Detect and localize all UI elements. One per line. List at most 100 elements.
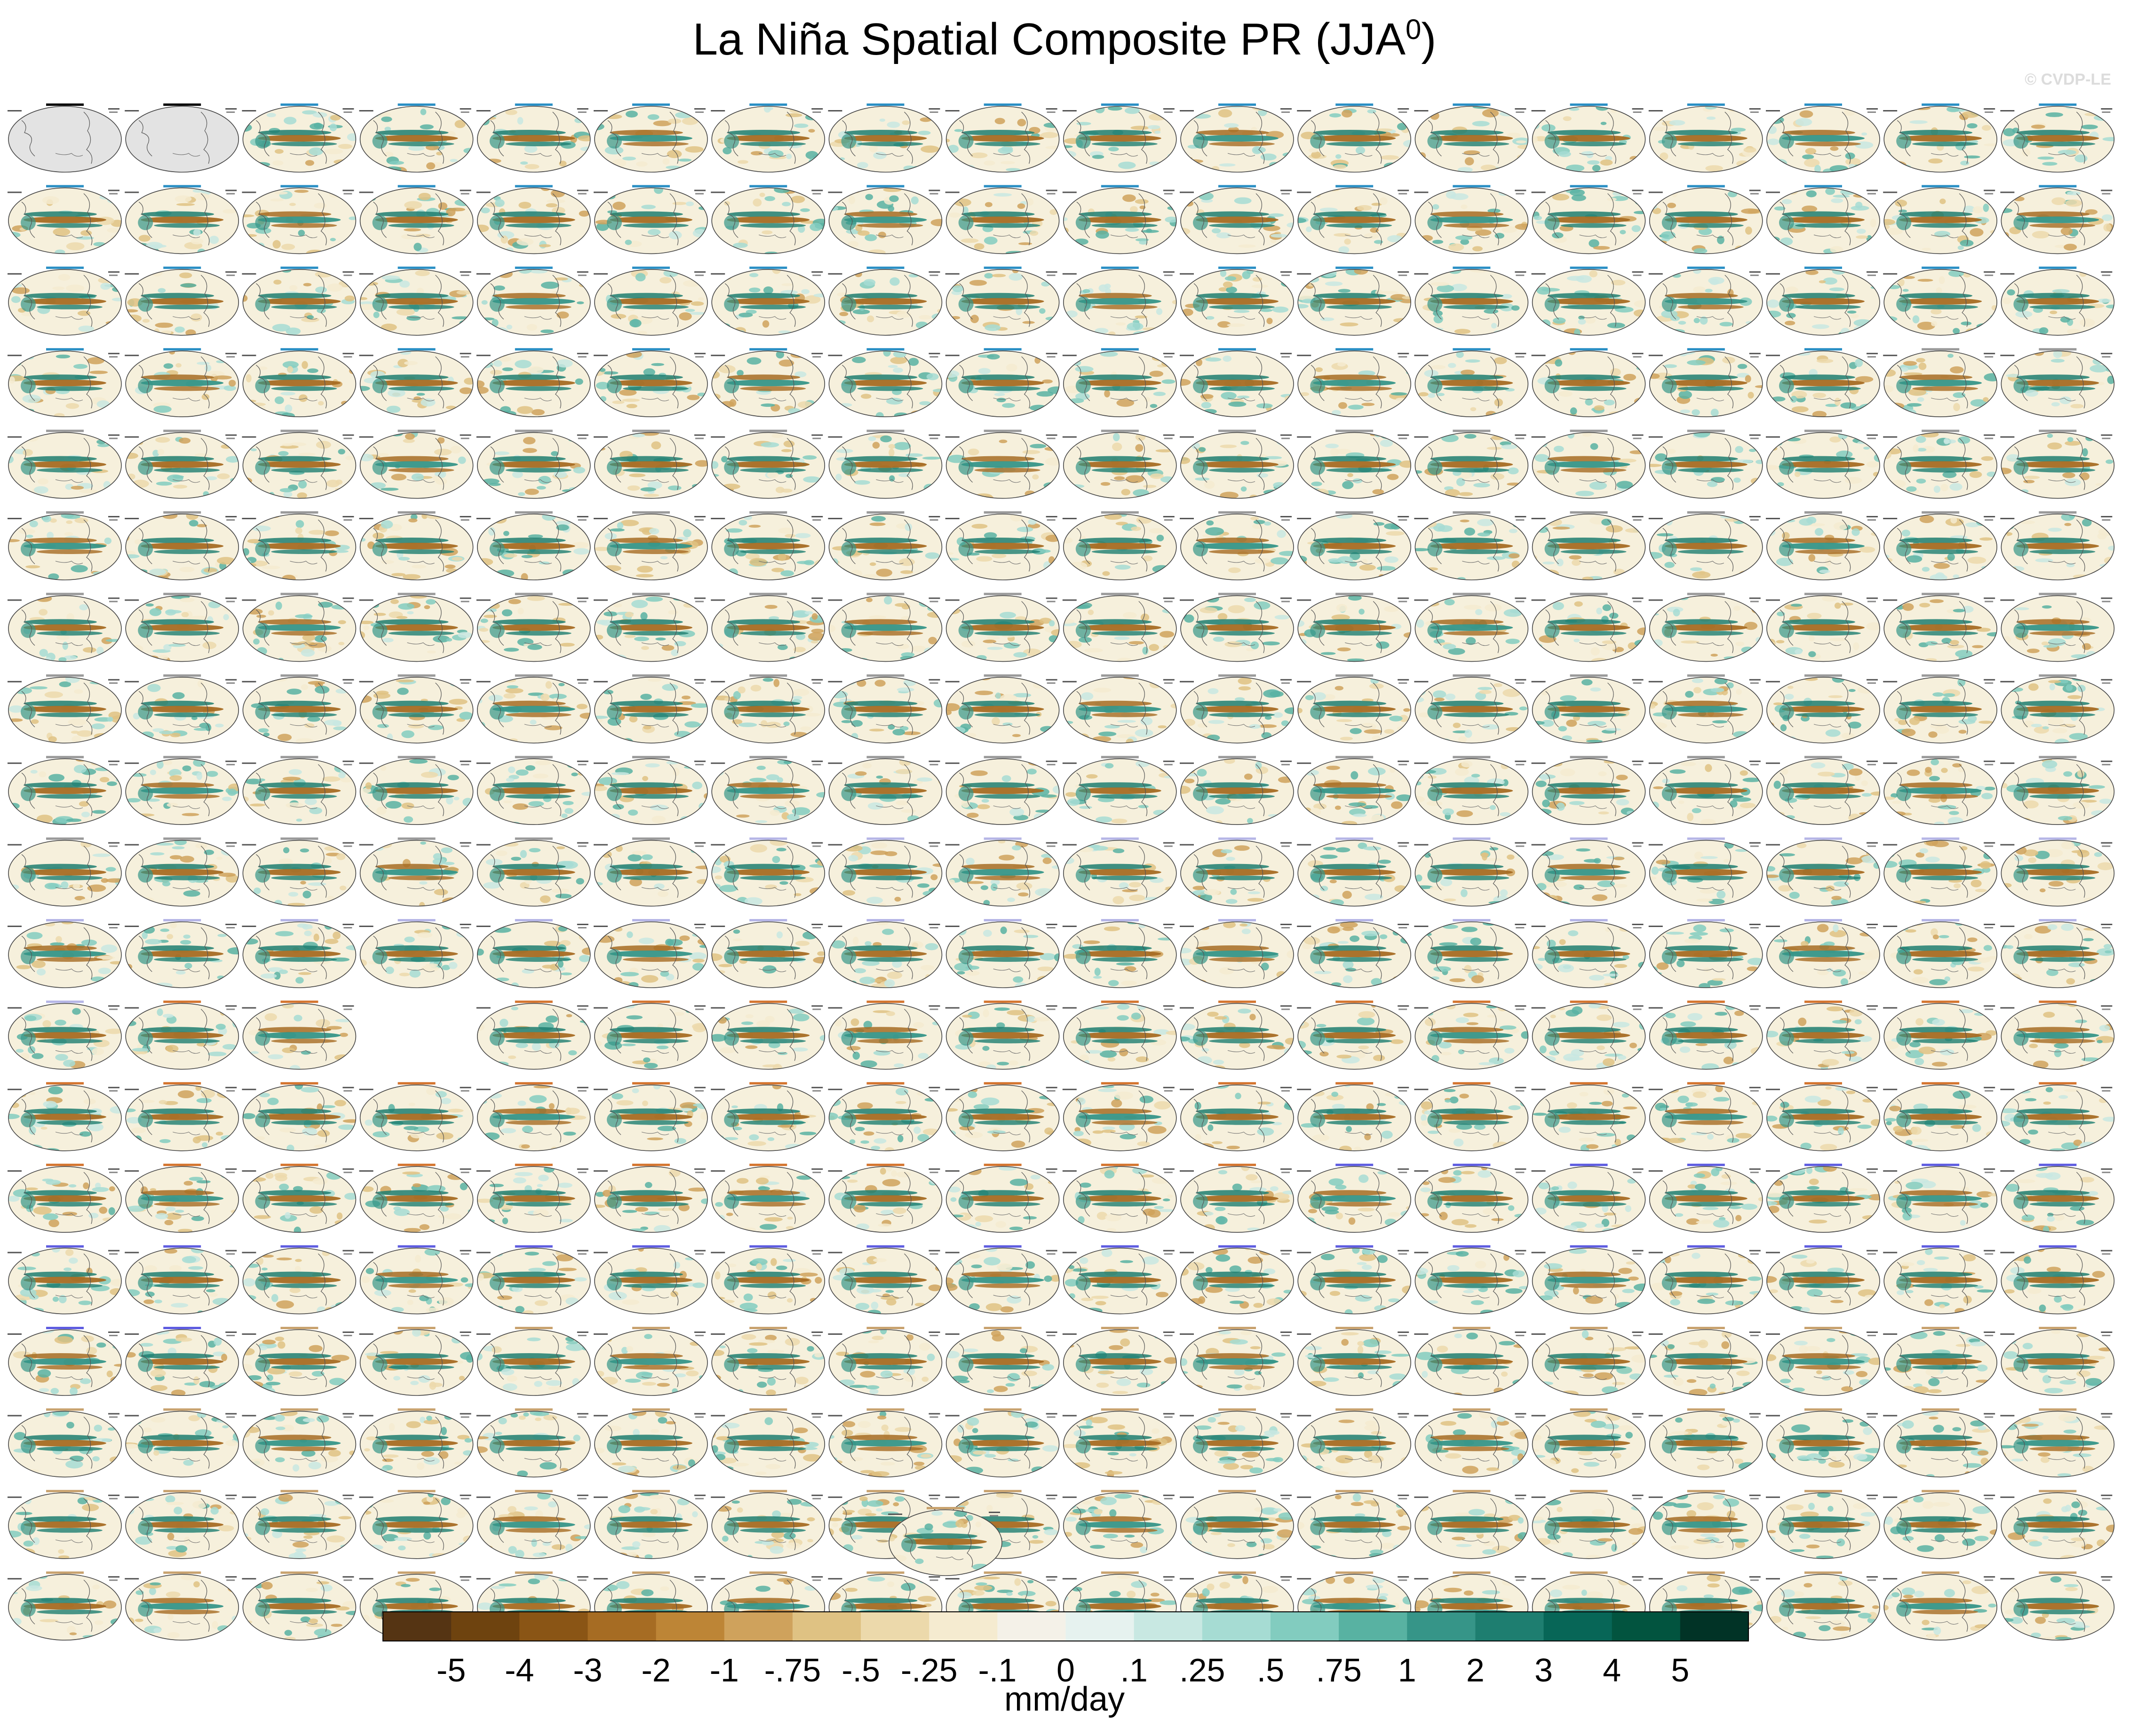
chart-title-close: ) bbox=[1421, 14, 1437, 64]
panel-years-mark bbox=[828, 518, 842, 519]
panel-years-mark bbox=[1414, 762, 1429, 764]
map-border bbox=[594, 677, 708, 744]
panel-years-mark bbox=[828, 762, 842, 764]
map-border bbox=[359, 840, 474, 907]
panel-stat-mark bbox=[929, 682, 938, 684]
panel-title-mark bbox=[163, 837, 201, 840]
map-border bbox=[1180, 840, 1294, 907]
panel-stat-mark bbox=[1633, 601, 1642, 602]
panel-title-mark bbox=[163, 429, 201, 432]
panel-years-mark bbox=[125, 273, 139, 275]
panel-title-mark bbox=[515, 756, 553, 759]
panel-stat-mark bbox=[929, 679, 940, 681]
map-border bbox=[1414, 432, 1529, 499]
panel-stat-mark bbox=[1515, 271, 1526, 273]
panel-years-mark bbox=[1062, 518, 1077, 519]
panel-years-mark bbox=[1297, 762, 1311, 764]
map-border bbox=[1414, 677, 1529, 744]
panel-stat-mark bbox=[1750, 845, 1759, 847]
panel-title-mark bbox=[632, 511, 670, 514]
panel-title-mark bbox=[1453, 674, 1491, 677]
panel-title-mark bbox=[46, 429, 84, 432]
map-border bbox=[1766, 187, 1880, 254]
panel-years-mark bbox=[1531, 110, 1546, 111]
map-border bbox=[359, 514, 474, 580]
panel-title-mark bbox=[1101, 266, 1139, 269]
panel-years-mark bbox=[945, 844, 960, 846]
panel-years-mark bbox=[476, 762, 491, 764]
panel-title-mark bbox=[1453, 756, 1491, 759]
panel-title-mark bbox=[1453, 185, 1491, 188]
panel-title-mark bbox=[1570, 837, 1608, 840]
panel-years-mark bbox=[1414, 191, 1429, 193]
panel-stat-mark bbox=[1281, 437, 1290, 439]
map-border bbox=[1063, 350, 1177, 418]
panel-years-mark bbox=[711, 844, 725, 846]
panel-stat-mark bbox=[2101, 842, 2113, 844]
panel-stat-mark bbox=[2101, 108, 2113, 110]
panel-stat-mark bbox=[812, 682, 821, 684]
map-panel bbox=[1180, 593, 1294, 662]
panel-title-mark bbox=[632, 185, 670, 188]
panel-stat-mark bbox=[1516, 682, 1525, 684]
map-border bbox=[828, 269, 943, 336]
panel-years-mark bbox=[594, 436, 608, 438]
map-border bbox=[1532, 595, 1646, 662]
map-panel bbox=[1180, 511, 1294, 580]
panel-stat-mark bbox=[1749, 597, 1761, 599]
panel-title-mark bbox=[1101, 674, 1139, 677]
map-border bbox=[1883, 677, 1998, 744]
panel-years-mark bbox=[1883, 191, 1898, 193]
panel-title-mark bbox=[984, 674, 1022, 677]
panel-years-mark bbox=[945, 681, 960, 682]
panel-stat-mark bbox=[1515, 516, 1526, 517]
panel-stat-mark bbox=[1281, 356, 1290, 358]
panel-title-mark bbox=[749, 348, 787, 351]
panel-years-mark bbox=[1766, 110, 1780, 111]
panel-years-mark bbox=[1766, 681, 1780, 682]
panel-stat-mark bbox=[461, 274, 469, 276]
map-border bbox=[8, 758, 122, 825]
map-panel bbox=[711, 593, 825, 662]
panel-stat-mark bbox=[1164, 274, 1173, 276]
panel-title-mark bbox=[280, 593, 318, 595]
panel-title-mark bbox=[632, 103, 670, 106]
panel-years-mark bbox=[1648, 110, 1663, 111]
colorbar-swatch bbox=[451, 1612, 520, 1641]
map-border bbox=[711, 514, 825, 580]
map-border bbox=[1883, 187, 1998, 254]
panel-stat-mark bbox=[1164, 193, 1173, 195]
panel-years-mark bbox=[476, 273, 491, 275]
map-border bbox=[1414, 840, 1529, 907]
panel-stat-mark bbox=[109, 601, 118, 602]
panel-years-mark bbox=[2000, 681, 2015, 682]
map-panel bbox=[125, 511, 239, 580]
panel-title-mark bbox=[280, 756, 318, 759]
map-border bbox=[1414, 595, 1529, 662]
map-border bbox=[242, 187, 357, 254]
panel-years-mark bbox=[1414, 844, 1429, 846]
map-border bbox=[359, 269, 474, 336]
panel-title-mark bbox=[1922, 593, 1960, 595]
panel-stat-mark bbox=[1280, 271, 1292, 273]
panel-stat-mark bbox=[108, 190, 119, 191]
panel-years-mark bbox=[1297, 436, 1311, 438]
panel-title-mark bbox=[46, 103, 84, 106]
panel-years-mark bbox=[359, 844, 373, 846]
panel-years-mark bbox=[1766, 191, 1780, 193]
panel-stat-mark bbox=[929, 601, 938, 602]
panel-stat-mark bbox=[460, 271, 471, 273]
map-border bbox=[594, 514, 708, 580]
panel-stat-mark bbox=[811, 353, 823, 355]
panel-stat-mark bbox=[1398, 193, 1407, 195]
panel-title-mark bbox=[984, 266, 1022, 269]
panel-stat-mark bbox=[695, 845, 704, 847]
panel-title-mark bbox=[866, 756, 905, 759]
panel-years-mark bbox=[711, 273, 725, 275]
map-border bbox=[828, 595, 943, 662]
map-panel bbox=[945, 511, 1060, 580]
panel-title-mark bbox=[46, 511, 84, 514]
panel-stat-mark bbox=[1398, 111, 1407, 113]
map-border bbox=[1297, 677, 1411, 744]
panel-stat-mark bbox=[461, 437, 469, 439]
